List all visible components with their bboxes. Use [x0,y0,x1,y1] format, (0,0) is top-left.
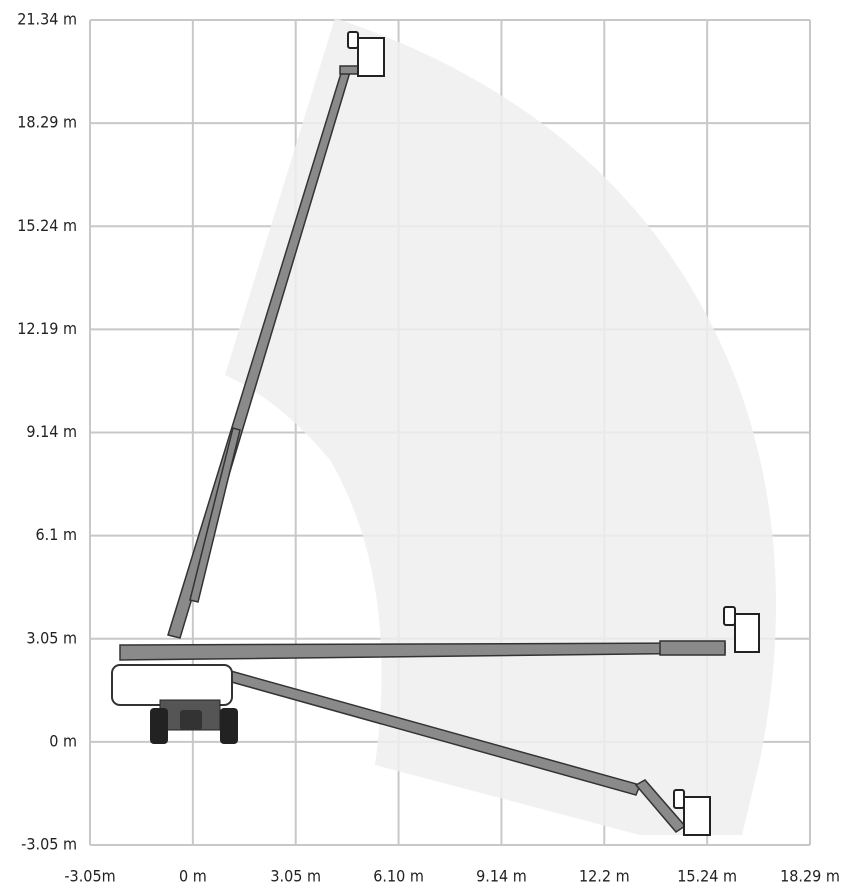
axis-labels: -3.05m 0 m 3.05 m 6.10 m 9.14 m 12.2 m 15.24 m… [17,10,840,886]
y-axis-label: 15.24 m [17,216,77,235]
x-axis-label: 18.29 m [780,867,840,886]
upper-boom [167,31,385,639]
chassis [111,664,238,744]
lower-boom [208,667,711,836]
x-axis-label: 12.2 m [579,867,630,886]
x-axis-label: 3.05 m [270,867,321,886]
x-axis-label: 0 m [179,867,207,886]
x-axis-label: 6.10 m [373,867,424,886]
y-axis-label: -3.05 m [21,835,77,854]
y-axis-label: 9.14 m [26,422,77,441]
x-axis-label: 15.24 m [677,867,737,886]
y-axis-label: 6.1 m [36,525,77,544]
y-axis-label: 3.05 m [26,628,77,647]
y-axis-label: 21.34 m [17,10,77,29]
x-axis-label: 9.14 m [476,867,527,886]
y-axis-label: 0 m [49,731,77,750]
y-axis-label: 12.19 m [17,319,77,338]
horizontal-boom [119,606,760,661]
y-axis-label: 18.29 m [17,113,77,132]
x-axis-label: -3.05m [64,867,115,886]
working-envelope [225,18,776,835]
